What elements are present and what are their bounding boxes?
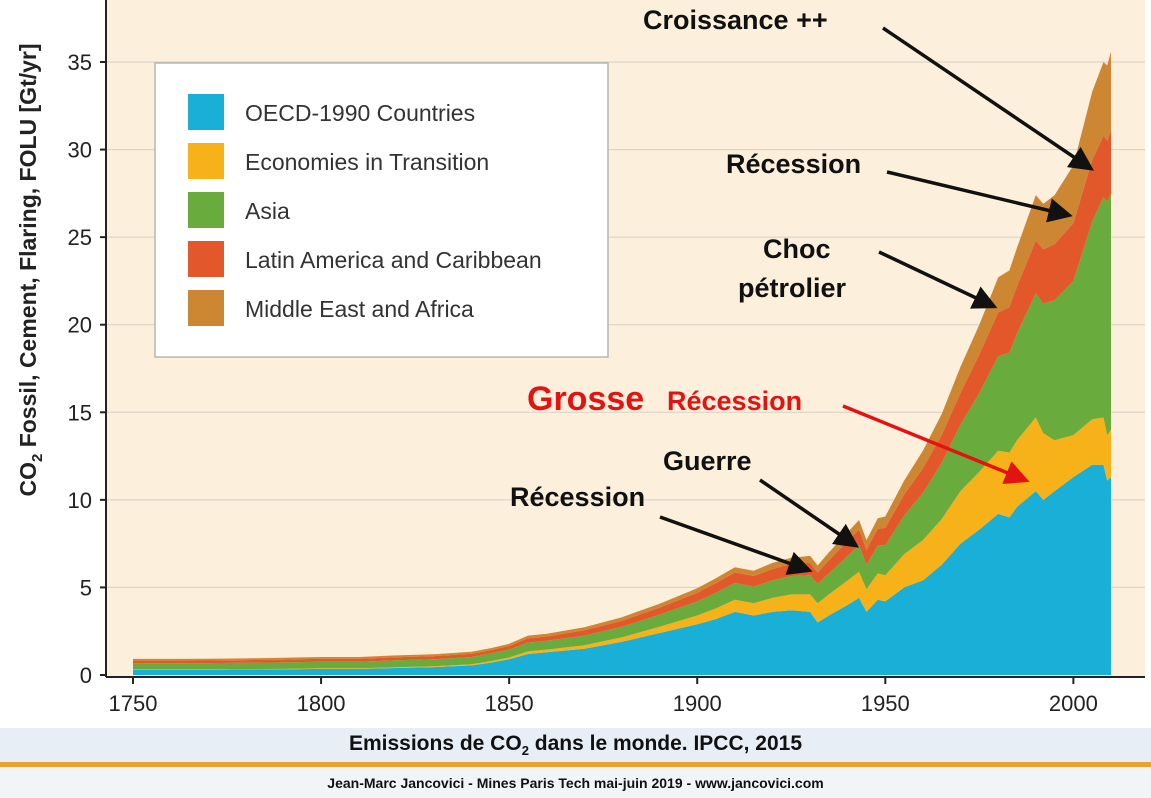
annotation-croissance: Croissance ++ [643,5,828,35]
y-axis-label-post: Fossil, Cement, Flaring, FOLU [Gt/yr] [15,43,41,453]
legend-label: OECD-1990 Countries [245,100,475,126]
annotation-recession-1930: Récession [510,482,645,512]
x-tick-label: 1950 [861,691,910,716]
area-oecd-1990-countries [133,464,1111,675]
y-tick-label: 5 [80,575,92,600]
x-tick-label: 1800 [297,691,346,716]
axes [105,0,1145,678]
caption-title-pre: Emissions de CO [348,732,522,755]
annotation-grosse-recession: Récession [667,386,802,416]
legend-swatch [188,192,224,228]
annotation-recession-2000: Récession [726,149,861,179]
y-axis-label-pre: CO [15,462,41,497]
y-tick-label: 0 [80,663,92,688]
tick-labels: 0 5 10 15 20 25 30 35 1750 1800 1850 1900 1950 2000 [68,50,1098,716]
annotation-petrolier: pétrolier [738,273,847,303]
x-tick-label: 1750 [109,691,158,716]
legend-swatch [188,290,224,326]
legend-label: Economies in Transition [245,149,489,175]
area-economies-in-transition [133,417,1111,670]
legend: OECD-1990 Countries Economies in Transiti… [154,62,609,358]
annotation-choc: Choc [763,234,831,264]
co2-emissions-chart: 0 5 10 15 20 25 30 35 1750 1800 1850 1900 1950 2000 C… [15,0,1145,716]
arrow-choc-petrolier [878,250,998,309]
arrow-croissance [882,26,1095,171]
legend-label: Middle East and Africa [245,296,474,322]
y-axis-label-sub: 2 [29,454,46,462]
legend-swatch [188,143,224,179]
y-tick-label: 30 [68,138,92,163]
legend-label: Latin America and Caribbean [245,247,542,273]
y-tick-label: 35 [68,50,92,75]
credit-line: Jean-Marc Jancovici - Mines Paris Tech m… [0,768,1151,798]
y-axis-label: CO2 Fossil, Cement, Flaring, FOLU [Gt/yr… [15,43,46,496]
y-tick-label: 10 [68,488,92,513]
x-tick-label: 2000 [1049,691,1098,716]
caption-divider [0,762,1151,767]
caption-title-post: dans le monde. IPCC, 2015 [528,732,803,755]
y-tick-label: 15 [68,400,92,425]
caption-title-sub: 2 [521,743,529,759]
arrow-guerre [759,478,860,548]
legend-swatch [188,241,224,277]
stacked-areas [133,51,1111,675]
annotations: Croissance ++ Récession Choc pétrolier G… [510,5,1095,575]
y-tick-label: 20 [68,313,92,338]
figure-caption: Emissions de CO2 dans le monde. IPCC, 20… [0,728,1151,762]
y-tick-label: 25 [68,225,92,250]
arrow-recession-2000 [886,170,1073,223]
legend-box [154,62,609,358]
annotation-guerre: Guerre [663,446,752,476]
legend-swatch [188,94,224,130]
arrow-grosse-recession [842,404,1030,484]
x-tick-label: 1850 [485,691,534,716]
annotation-grosse: Grosse [527,380,644,418]
x-tick-label: 1900 [673,691,722,716]
arrow-recession-1930 [659,515,813,575]
legend-label: Asia [245,198,290,224]
